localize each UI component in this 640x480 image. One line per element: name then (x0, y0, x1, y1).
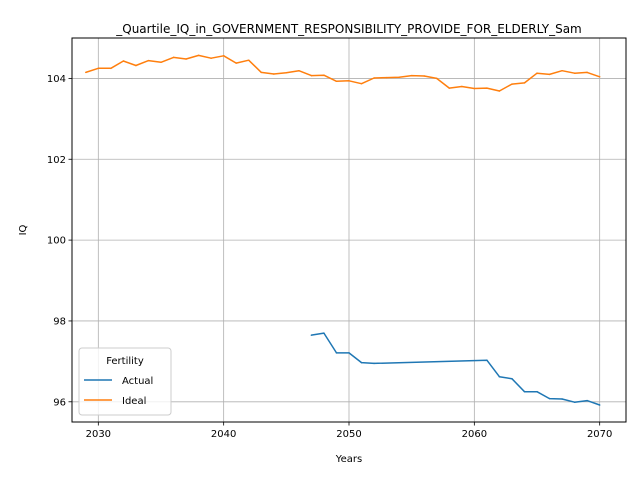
data-point-ideal (298, 69, 300, 72)
data-point-actual (586, 399, 588, 402)
data-point-actual (310, 334, 313, 336)
data-point-ideal (473, 87, 476, 90)
data-point-ideal (561, 69, 563, 72)
data-point-ideal (486, 87, 488, 89)
legend: Fertility Actual Ideal (78, 347, 172, 416)
data-point-ideal (335, 80, 338, 83)
data-point-actual (573, 401, 576, 403)
data-point-actual (511, 377, 513, 380)
data-point-ideal (360, 82, 363, 85)
legend-box (78, 347, 172, 416)
data-point-ideal (548, 73, 551, 76)
x-tick-label: 2050 (336, 429, 361, 440)
data-point-ideal (398, 76, 400, 78)
chart-title: _Quartile_IQ_in_GOVERNMENT_RESPONSIBILIT… (115, 22, 581, 36)
data-point-ideal (147, 59, 150, 62)
data-point-ideal (511, 83, 513, 85)
series-lines (85, 54, 601, 406)
data-point-ideal (273, 73, 275, 75)
data-point-actual (348, 352, 350, 354)
data-point-actual (523, 390, 526, 393)
data-point-ideal (97, 67, 100, 70)
x-tick-label: 2070 (587, 429, 612, 440)
data-point-ideal (85, 71, 87, 74)
data-point-ideal (410, 74, 413, 77)
data-point-actual (360, 361, 363, 364)
data-point-actual (548, 397, 551, 400)
data-point-ideal (185, 58, 187, 60)
data-point-ideal (323, 74, 325, 76)
data-point-ideal (586, 71, 588, 74)
y-tick-label: 102 (47, 155, 66, 166)
data-point-ideal (498, 90, 501, 92)
y-tick-label: 100 (47, 236, 66, 247)
x-tick-label: 2060 (462, 429, 487, 440)
legend-label-ideal: Ideal (122, 396, 146, 407)
legend-label-actual: Actual (122, 376, 153, 387)
data-point-ideal (260, 71, 263, 74)
data-point-ideal (348, 80, 350, 82)
data-point-actual (486, 359, 488, 361)
data-point-ideal (523, 82, 526, 84)
y-axis-label: IQ (18, 224, 29, 235)
series-line-ideal (85, 54, 600, 92)
y-tick-label: 96 (53, 397, 66, 408)
data-point-ideal (197, 54, 200, 57)
data-point-actual (335, 352, 338, 354)
data-point-ideal (172, 56, 175, 59)
data-point-ideal (122, 60, 125, 62)
data-point-ideal (110, 67, 112, 70)
data-point-ideal (285, 72, 288, 74)
data-point-ideal (135, 64, 137, 67)
data-point-ideal (210, 57, 212, 59)
x-axis-label: Years (335, 454, 362, 465)
data-point-actual (598, 404, 601, 406)
data-point-ideal (247, 59, 250, 61)
data-point-ideal (222, 55, 225, 57)
data-point-actual (373, 362, 375, 365)
data-point-ideal (160, 61, 162, 64)
data-point-ideal (598, 76, 601, 78)
data-point-actual (561, 398, 563, 400)
data-point-ideal (461, 85, 463, 88)
data-point-ideal (373, 77, 375, 79)
ticks: 2030 2040 2050 2060 2070 96 98 100 102 104 (47, 74, 612, 440)
y-tick-label: 104 (47, 74, 66, 85)
data-point-actual (536, 390, 538, 393)
data-point-actual (323, 332, 325, 334)
series-line-actual (311, 332, 600, 406)
data-point-ideal (448, 87, 451, 89)
data-point-ideal (536, 72, 538, 74)
x-tick-label: 2040 (211, 429, 236, 440)
legend-title: Fertility (106, 356, 144, 367)
data-point-ideal (573, 72, 576, 74)
data-point-ideal (423, 75, 425, 77)
data-point-actual (498, 375, 501, 378)
x-tick-label: 2030 (86, 429, 111, 440)
data-point-ideal (310, 74, 313, 77)
y-tick-label: 98 (53, 316, 66, 327)
data-point-ideal (435, 77, 438, 80)
data-point-ideal (385, 76, 388, 79)
data-point-ideal (235, 62, 237, 64)
